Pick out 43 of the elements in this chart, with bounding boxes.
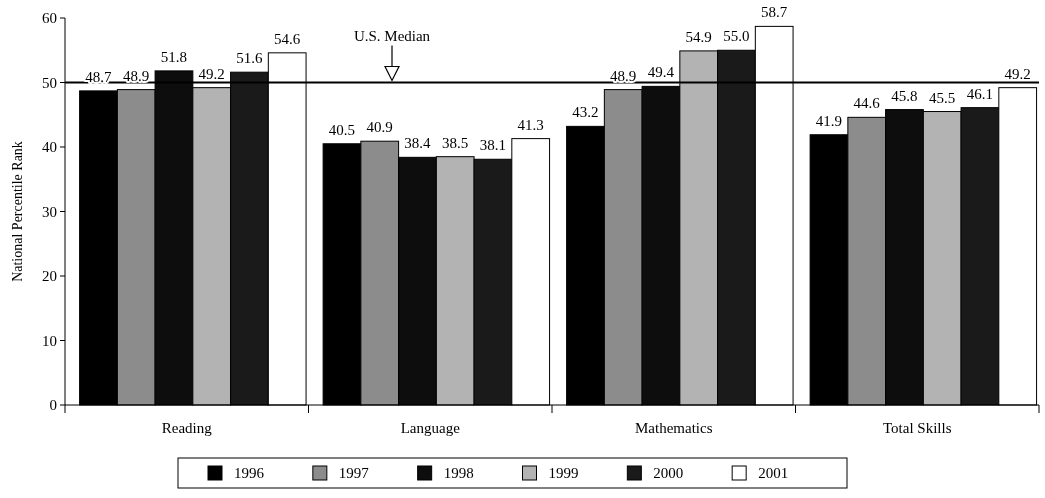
data-label: 51.6 (236, 50, 264, 67)
data-label: 58.7 (761, 4, 788, 21)
data-label: 38.5 (442, 134, 469, 151)
x-tick-label: Reading (161, 420, 213, 436)
ref-line-label: U.S. Median (353, 27, 431, 44)
data-label: 40.5 (328, 121, 356, 138)
y-tick-label: 30 (42, 203, 57, 220)
legend-label: 1999 (548, 465, 579, 481)
data-label: 40.9 (366, 119, 393, 136)
legend-label: 1996 (234, 465, 265, 481)
data-label: 51.8 (160, 48, 188, 65)
y-tick-label: 10 (42, 332, 57, 349)
x-tick-label: Language (400, 420, 461, 436)
data-label: 55.0 (723, 28, 750, 45)
data-label: 44.6 (853, 95, 881, 112)
data-label: 48.7 (85, 68, 113, 85)
data-label: 48.9 (123, 67, 150, 84)
data-label: 49.2 (1004, 65, 1031, 82)
y-tick-label: 60 (42, 10, 57, 26)
y-tick-label: 0 (49, 397, 57, 413)
legend-label: 1997 (338, 465, 370, 481)
y-axis-title: National Percentile Rank (10, 141, 25, 282)
data-label: 54.9 (685, 28, 712, 45)
data-label: 49.2 (198, 65, 225, 82)
legend-label: 2000 (653, 465, 684, 481)
data-label: 38.1 (479, 137, 507, 154)
data-label: 45.8 (891, 87, 918, 104)
data-label: 54.6 (274, 30, 301, 47)
x-tick-label: Total Skills (882, 420, 952, 436)
legend-label: 2001 (758, 465, 789, 481)
data-label: 38.4 (404, 135, 432, 152)
y-tick-label: 20 (42, 268, 57, 284)
data-label: 41.3 (517, 116, 544, 133)
data-label: 41.9 (815, 112, 843, 129)
x-tick-label: Mathematics (635, 420, 713, 436)
y-tick-label: 50 (42, 74, 57, 91)
data-label: 45.5 (929, 89, 956, 106)
legend-label: 1998 (443, 465, 474, 481)
data-label: 46.1 (966, 85, 994, 102)
data-label: 48.9 (610, 67, 637, 84)
data-label: 43.2 (572, 104, 599, 121)
y-tick-label: 40 (42, 139, 57, 155)
data-label: 49.4 (647, 64, 675, 81)
